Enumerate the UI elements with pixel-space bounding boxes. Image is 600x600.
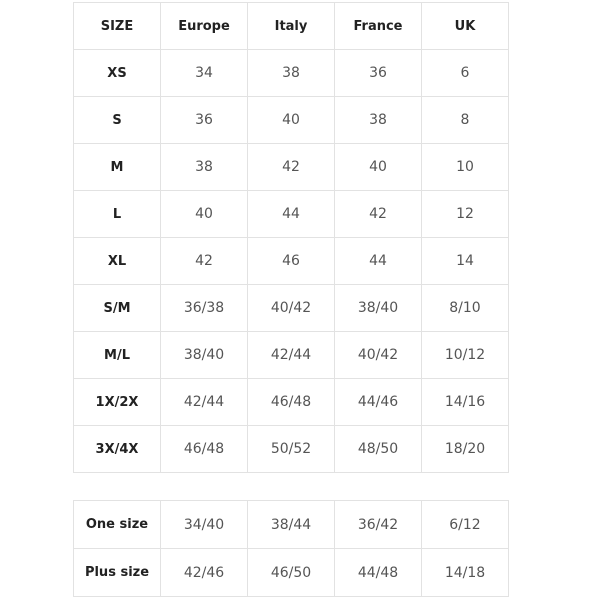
size-value-cell: 38	[160, 143, 248, 191]
size-value-cell: 6/12	[421, 500, 509, 549]
size-value-cell: 46/48	[247, 378, 335, 426]
size-value-cell: 42	[247, 143, 335, 191]
size-value-cell: 12	[421, 190, 509, 238]
table-row: L 40 44 42 12	[73, 190, 509, 238]
table-row: XL 42 46 44 14	[73, 237, 509, 285]
size-value-cell: 14/18	[421, 548, 509, 597]
table-row: Plus size 42/46 46/50 44/48 14/18	[73, 548, 509, 597]
table-row: One size 34/40 38/44 36/42 6/12	[73, 500, 509, 549]
size-label-cell: XL	[73, 237, 161, 285]
size-value-cell: 44/48	[334, 548, 422, 597]
table-row: XS 34 38 36 6	[73, 49, 509, 97]
table-row: 3X/4X 46/48 50/52 48/50 18/20	[73, 425, 509, 473]
size-value-cell: 48/50	[334, 425, 422, 473]
size-value-cell: 36	[334, 49, 422, 97]
size-value-cell: 34	[160, 49, 248, 97]
size-value-cell: 38	[334, 96, 422, 144]
size-value-cell: 38	[247, 49, 335, 97]
table-row: M/L 38/40 42/44 40/42 10/12	[73, 331, 509, 379]
size-value-cell: 44	[334, 237, 422, 285]
size-value-cell: 50/52	[247, 425, 335, 473]
size-label-cell: L	[73, 190, 161, 238]
size-value-cell: 42/44	[160, 378, 248, 426]
size-value-cell: 42/44	[247, 331, 335, 379]
size-value-cell: 10/12	[421, 331, 509, 379]
size-value-cell: 40/42	[334, 331, 422, 379]
size-value-cell: 34/40	[160, 500, 248, 549]
size-value-cell: 42	[160, 237, 248, 285]
table-row: 1X/2X 42/44 46/48 44/46 14/16	[73, 378, 509, 426]
size-value-cell: 44	[247, 190, 335, 238]
size-value-cell: 46/48	[160, 425, 248, 473]
size-value-cell: 14/16	[421, 378, 509, 426]
size-value-cell: 36/38	[160, 284, 248, 332]
size-value-cell: 38/40	[334, 284, 422, 332]
size-value-cell: 8	[421, 96, 509, 144]
header-cell: SIZE	[73, 2, 161, 50]
size-value-cell: 44/46	[334, 378, 422, 426]
header-cell: Europe	[160, 2, 248, 50]
table-row: M 38 42 40 10	[73, 143, 509, 191]
size-value-cell: 42	[334, 190, 422, 238]
table-row: S 36 40 38 8	[73, 96, 509, 144]
size-label-cell: M	[73, 143, 161, 191]
size-label-cell: XS	[73, 49, 161, 97]
size-label-cell: M/L	[73, 331, 161, 379]
size-value-cell: 36	[160, 96, 248, 144]
size-label-cell: One size	[73, 500, 161, 549]
size-table: SIZE Europe Italy France UK XS 34 38 36 6 S 36 40 38 8…	[73, 2, 509, 473]
header-cell: France	[334, 2, 422, 50]
size-value-cell: 40/42	[247, 284, 335, 332]
size-value-cell: 38/44	[247, 500, 335, 549]
size-value-cell: 10	[421, 143, 509, 191]
size-value-cell: 36/42	[334, 500, 422, 549]
size-value-cell: 40	[334, 143, 422, 191]
size-label-cell: 3X/4X	[73, 425, 161, 473]
header-row: SIZE Europe Italy France UK	[73, 2, 509, 50]
size-value-cell: 42/46	[160, 548, 248, 597]
size-value-cell: 40	[247, 96, 335, 144]
size-value-cell: 46/50	[247, 548, 335, 597]
size-value-cell: 14	[421, 237, 509, 285]
header-cell: Italy	[247, 2, 335, 50]
size-label-cell: 1X/2X	[73, 378, 161, 426]
extra-size-table: One size 34/40 38/44 36/42 6/12 Plus size 42/4…	[73, 500, 509, 597]
size-value-cell: 6	[421, 49, 509, 97]
size-label-cell: S	[73, 96, 161, 144]
size-label-cell: S/M	[73, 284, 161, 332]
table-row: S/M 36/38 40/42 38/40 8/10	[73, 284, 509, 332]
size-value-cell: 8/10	[421, 284, 509, 332]
size-value-cell: 18/20	[421, 425, 509, 473]
size-value-cell: 46	[247, 237, 335, 285]
header-cell: UK	[421, 2, 509, 50]
size-label-cell: Plus size	[73, 548, 161, 597]
size-value-cell: 38/40	[160, 331, 248, 379]
size-value-cell: 40	[160, 190, 248, 238]
